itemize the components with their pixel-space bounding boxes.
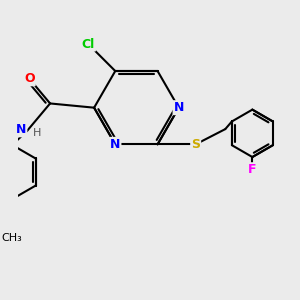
Text: S: S (191, 138, 200, 151)
Text: N: N (110, 138, 120, 151)
Text: Cl: Cl (82, 38, 95, 51)
Text: CH₃: CH₃ (2, 233, 22, 243)
Text: N: N (173, 101, 184, 114)
Text: H: H (33, 128, 41, 138)
Text: F: F (248, 163, 256, 176)
Text: O: O (24, 72, 35, 85)
Text: N: N (16, 123, 26, 136)
